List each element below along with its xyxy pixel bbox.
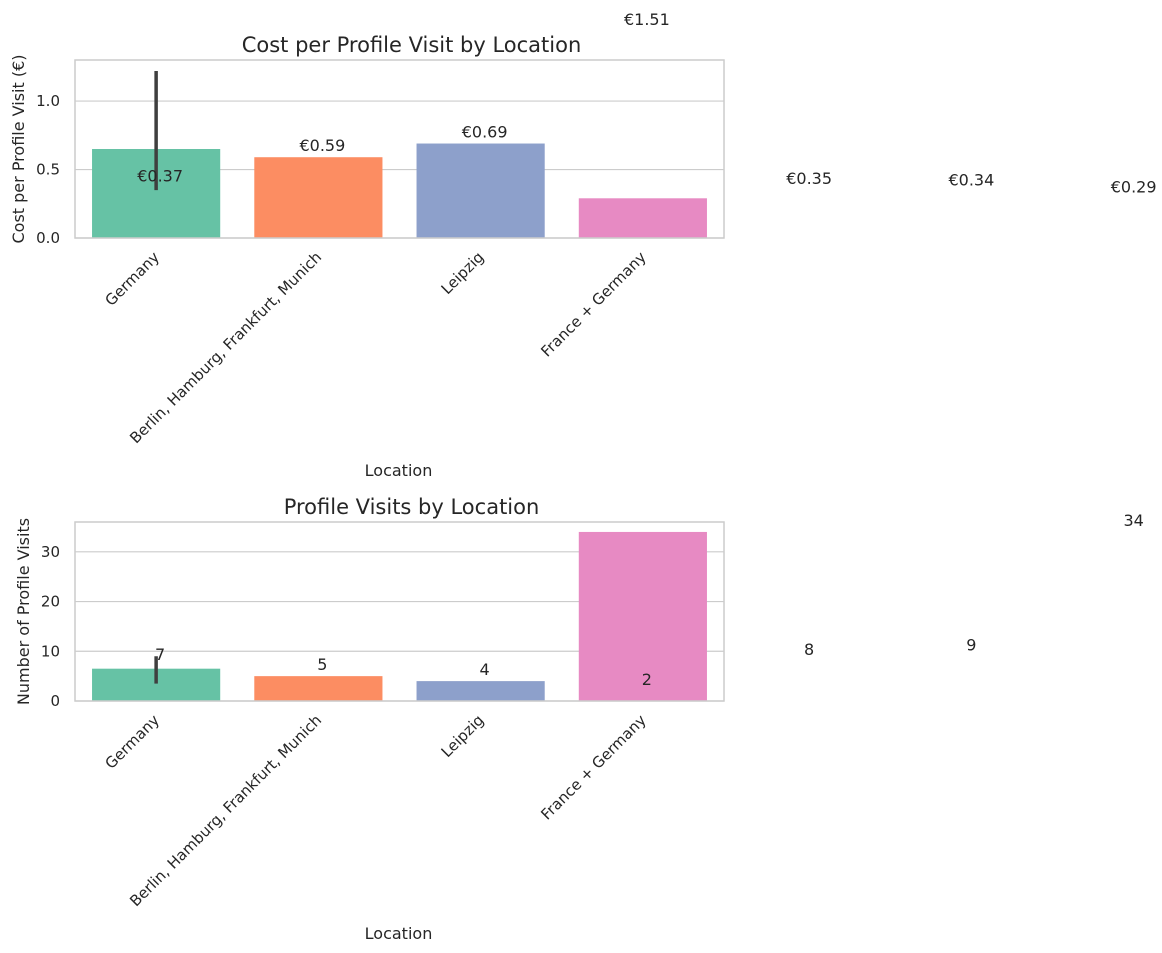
value-label: 9: [966, 635, 976, 654]
value-label: €0.34: [948, 170, 994, 189]
value-label: €0.37: [137, 166, 183, 185]
y-tick-label: 0: [50, 692, 60, 710]
value-label: €0.69: [462, 123, 508, 142]
plot-frame: [74, 59, 725, 239]
x-tick-label: France + Germany: [537, 248, 649, 360]
bar-2: [416, 143, 545, 238]
chart-title: Cost per Profile Visit by Location: [242, 33, 582, 57]
value-label: 4: [480, 660, 490, 679]
value-label: 2: [642, 670, 652, 689]
y-tick-label: 20: [41, 593, 60, 611]
y-tick-label: 0.0: [36, 229, 60, 247]
bar-2: [416, 681, 545, 701]
value-label: €0.59: [299, 136, 345, 155]
bar-3: [578, 198, 707, 238]
chart-title: Profile Visits by Location: [284, 495, 540, 519]
value-label: €0.35: [786, 169, 832, 188]
bar-1: [254, 157, 383, 238]
value-label: €1.51: [624, 10, 670, 29]
value-label: 34: [1123, 511, 1143, 530]
bar-1: [254, 676, 383, 701]
x-axis-label: Location: [365, 924, 433, 943]
value-label: 5: [317, 655, 327, 674]
x-tick-label: France + Germany: [537, 711, 649, 823]
x-tick-label: Berlin, Hamburg, Frankfurt, Munich: [126, 248, 325, 447]
x-tick-label: Germany: [101, 711, 163, 773]
x-tick-label: Germany: [101, 248, 163, 310]
x-tick-label: Leipzig: [438, 711, 488, 761]
y-tick-label: 10: [41, 642, 60, 660]
plot-frame: [74, 521, 725, 702]
y-tick-label: 1.0: [36, 92, 60, 110]
y-axis-label: Number of Profile Visits: [14, 518, 33, 705]
y-tick-label: 0.5: [36, 161, 60, 179]
x-axis-label: Location: [365, 461, 433, 480]
value-label: 7: [155, 645, 165, 664]
bar-3: [578, 531, 707, 701]
value-label: 8: [804, 640, 814, 659]
x-tick-label: Leipzig: [438, 248, 488, 298]
value-label: €0.29: [1111, 177, 1157, 196]
y-tick-label: 30: [41, 543, 60, 561]
y-axis-label: Cost per Profile Visit (€): [9, 55, 28, 244]
x-tick-label: Berlin, Hamburg, Frankfurt, Munich: [126, 711, 325, 910]
